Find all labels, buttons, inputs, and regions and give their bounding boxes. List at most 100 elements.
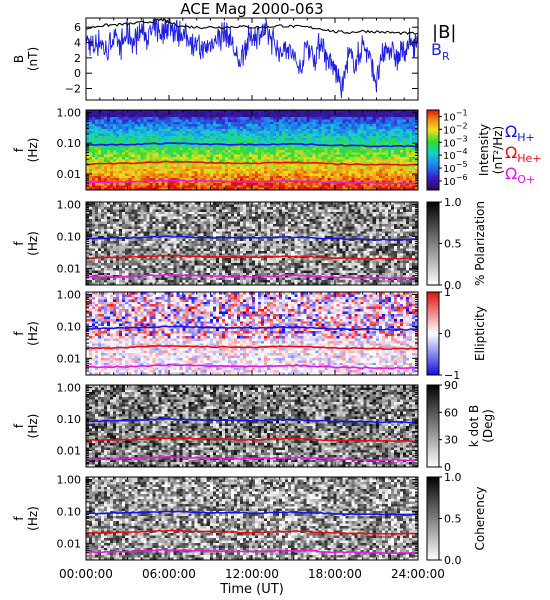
spectrogram-cell [402,128,407,132]
spectrogram-cell [387,164,392,167]
spectrogram-cell [98,166,102,170]
spectrogram-cell [384,128,389,132]
spectrogram-cell [173,138,177,141]
spectrogram-cell [128,152,132,156]
spectrogram-cell [387,185,392,189]
spectrogram-cell [258,168,262,172]
spectrogram-cell [122,267,126,271]
spectrogram-cell [173,135,177,139]
spectrogram-cell [116,112,120,116]
spectrogram-cell [375,168,380,172]
spectrogram-cell [221,135,226,139]
spectrogram-cell [345,126,349,130]
spectrogram-cell [282,112,286,116]
spectrogram-cell [405,180,410,184]
spectrogram-cell [209,133,214,137]
spectrogram-cell [149,166,153,170]
spectrogram-cell [158,145,162,149]
spectrogram-cell [119,272,123,276]
spectrogram-cell [128,250,132,254]
spectrogram-cell [270,145,274,149]
spectrogram-cell [161,202,165,205]
spectrogram-cell [342,171,346,174]
spectrogram-cell [134,277,138,281]
spectrogram-cell [125,282,129,286]
spectrogram-cell [357,110,362,113]
spectrogram-cell [176,250,180,254]
spectrogram-cell [360,117,365,120]
spectrogram-cell [104,202,108,205]
spectrogram-cell [242,178,247,181]
spectrogram-cell [357,138,362,141]
spectrogram-cell [405,140,410,144]
spectrogram-cell [143,138,147,141]
spectrogram-cell [227,126,232,130]
spectrogram-cell [140,282,144,286]
spectrogram-cell [212,135,217,139]
spectrogram-cell [411,157,416,160]
spectrogram-cell [173,154,177,158]
spectrogram-cell [140,214,144,218]
spectrogram-cell [396,168,401,172]
spectrogram-cell [182,157,186,160]
spectrogram-cell [321,140,325,144]
spectrogram-cell [218,178,223,181]
spectrogram-cell [176,236,180,240]
spectrogram-cell [137,154,141,158]
spectrogram-cell [200,171,205,174]
spectrogram-cell [300,171,304,174]
spectrogram-cell [152,110,156,113]
spectrogram-cell [414,140,419,144]
spectrogram-cell [140,124,144,127]
spectrogram-cell [206,171,211,174]
spectrogram-cell [113,175,117,179]
spectrogram-cell [294,159,298,163]
spectrogram-cell [125,258,129,261]
spectrogram-cell [119,182,123,186]
spectrogram-cell [191,180,196,184]
spectrogram-cell [306,182,310,186]
spectrogram-cell [273,168,277,172]
spectrogram-cell [309,128,313,132]
spectrogram-cell [294,161,298,165]
spectrogram-cell [158,185,162,189]
spectrogram-cell [176,138,180,141]
spectrogram-cell [173,221,177,225]
spectrogram-cell [348,119,352,123]
spectrogram-cell [107,178,111,181]
spectrogram-cell [309,164,313,167]
spectrogram-cell [149,175,153,179]
spectrogram-cell [125,206,129,210]
spectrogram-cell [143,154,147,158]
spectrogram-cell [119,223,123,227]
spectrogram-cell [414,121,419,125]
spectrogram-cell [131,124,135,127]
spectrogram-cell [252,138,256,141]
spectrogram-cell [300,168,304,172]
spectrogram-cell [390,150,395,153]
spectrogram-cell [390,152,395,156]
spectrogram-cell [185,187,190,191]
spectrogram-cell [182,140,186,144]
spectrogram-cell [324,166,328,170]
spectrogram-cell [152,221,156,225]
spectrogram-cell [113,135,117,139]
spectrogram-cell [309,135,313,139]
spectrogram-cell [161,185,165,189]
spectrogram-cell [261,173,265,177]
spectrogram-cell [107,138,111,141]
spectrogram-cell [309,114,313,118]
spectrogram-cell [155,114,159,118]
spectrogram-cell [306,168,310,172]
spectrogram-cell [188,131,193,134]
spectrogram-cell [176,152,180,156]
spectrogram-cell [104,154,108,158]
spectrogram-cell [197,168,202,172]
spectrogram-cell [354,140,359,144]
spectrogram-cell [239,185,244,189]
spectrogram-cell [411,159,416,163]
spectrogram-cell [255,178,259,181]
spectrogram-cell [318,150,322,153]
spectrogram-cell [140,168,144,172]
spectrogram-cell [158,135,162,139]
